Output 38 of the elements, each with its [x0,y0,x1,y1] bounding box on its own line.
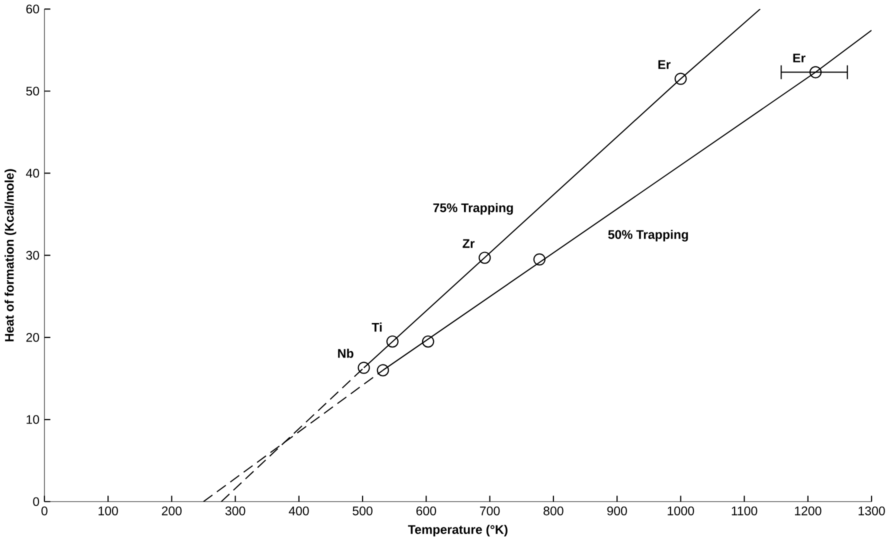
y-tick-label: 0 [33,497,40,506]
y-axis-title: Heat of formation (Kcal/mole) [4,169,16,342]
y-tick-label: 30 [26,250,40,260]
x-axis-title: Temperature (°K) [408,524,508,536]
y-tick-label: 20 [26,332,40,342]
x-tick-label: 1000 [668,506,694,516]
y-tick-label: 50 [26,86,40,96]
y-tick-label: 40 [26,168,40,178]
point [478,252,491,264]
x-tick-label: 1100 [732,506,758,516]
x-tick-label: 1200 [795,506,822,516]
x-tick-label: 300 [225,506,246,516]
x-tick-label: 1300 [858,506,885,516]
point [386,335,399,348]
point [358,362,370,374]
x-tick-label: 400 [288,506,309,516]
x-tick-label: 800 [544,506,564,516]
point [422,335,434,348]
y-tick-label: 10 [26,415,40,424]
point [809,66,822,78]
x-tick-label: 500 [352,506,372,516]
series-label: 50% Trapping [608,230,688,242]
annotation: Zr [462,239,475,248]
x-tick-label: 900 [607,506,627,516]
point [376,364,390,376]
x-tick-label: 200 [162,506,182,516]
series-label: 75% Trapping [433,203,513,215]
x-tick-label: 700 [480,506,500,516]
point [674,72,687,85]
x-tick-label: 600 [416,506,436,516]
annotation: Nb [338,348,354,358]
annotation: Er [793,54,806,62]
x-tick-label: 0 [41,506,48,516]
point [533,253,546,266]
y-tick-label: 60 [26,4,40,14]
annotation: Ti [372,322,382,332]
x-tick-label: 100 [98,506,118,516]
annotation: Er [658,60,671,69]
